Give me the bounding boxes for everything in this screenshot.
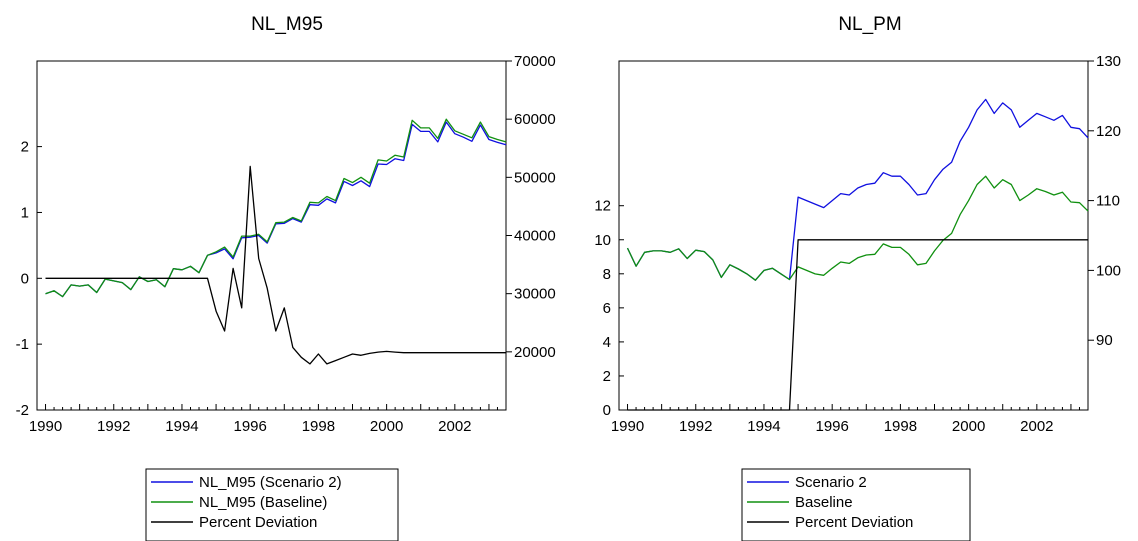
chart-title: NL_PM: [838, 14, 901, 35]
legend-label: Percent Deviation: [795, 514, 913, 531]
x-tick-label: 2002: [1020, 418, 1053, 435]
right-tick-label: 120: [1096, 123, 1121, 140]
legend-label: Scenario 2: [795, 474, 867, 491]
x-tick-label: 1990: [29, 418, 62, 435]
legend-label: NL_M95 (Baseline): [199, 494, 327, 511]
x-tick-label: 1994: [165, 418, 198, 435]
plot-frame: [36, 60, 507, 411]
x-tick-label: 1998: [302, 418, 335, 435]
chart-2: NL_PM 1990 1992 1994 1996 1998 2000 2002 0 2 4 6 8 10…: [594, 14, 1121, 541]
right-tick-label: 130: [1096, 53, 1121, 70]
legend-label: NL_M95 (Scenario 2): [199, 474, 342, 491]
legend-box: [741, 468, 971, 541]
left-tick-label: -1: [16, 336, 29, 353]
legend-label: Percent Deviation: [199, 514, 317, 531]
legend: NL_M95 (Scenario 2) NL_M95 (Baseline) Perc…: [145, 468, 399, 541]
x-tick-label: 2002: [438, 418, 471, 435]
left-tick-label: 8: [603, 266, 611, 283]
right-tick-label: 40000: [514, 228, 556, 245]
right-tick-label: 100: [1096, 262, 1121, 279]
x-tick-label: 2000: [370, 418, 403, 435]
right-tick-label: 70000: [514, 53, 556, 70]
x-tick-label: 1992: [97, 418, 130, 435]
left-tick-label: 2: [21, 139, 29, 156]
right-tick-label: 50000: [514, 169, 556, 186]
series-line-2: [626, 175, 1089, 281]
plot-frame: [618, 60, 1089, 411]
x-tick-label: 2000: [952, 418, 985, 435]
right-tick-label: 110: [1096, 193, 1120, 210]
right-tick-label: 90: [1096, 332, 1113, 349]
x-tick-label: 1996: [233, 418, 266, 435]
left-tick-label: 2: [603, 368, 611, 385]
legend-box: [145, 468, 399, 541]
legend-label: Baseline: [795, 494, 853, 511]
x-tick-label: 1996: [815, 418, 848, 435]
right-tick-label: 60000: [514, 111, 556, 128]
x-tick-label: 1992: [679, 418, 712, 435]
left-tick-label: 6: [603, 300, 611, 317]
legend: Scenario 2 Baseline Percent Deviation: [741, 468, 971, 541]
series-line-2: [45, 118, 507, 298]
x-tick-label: 1990: [611, 418, 644, 435]
x-tick-label: 1998: [884, 418, 917, 435]
left-tick-label: 0: [603, 402, 611, 419]
chart-title: NL_M95: [251, 14, 323, 35]
right-tick-label: 20000: [514, 344, 556, 361]
left-tick-label: 10: [594, 232, 611, 249]
series-line-1: [45, 121, 507, 298]
series-line-3: [45, 165, 506, 365]
left-tick-label: -2: [16, 402, 29, 419]
left-tick-label: 12: [594, 198, 611, 215]
right-tick-label: 30000: [514, 286, 556, 303]
left-tick-label: 1: [21, 204, 29, 221]
left-tick-label: 0: [21, 270, 29, 287]
series-line-1: [626, 98, 1089, 281]
x-tick-label: 1994: [747, 418, 780, 435]
series-line-3: [627, 239, 1088, 411]
left-tick-label: 4: [603, 334, 611, 351]
chart-1: NL_M95 1990 1992 1994 1996 1998 2000 2002 -2 -1 0 1…: [16, 14, 556, 541]
